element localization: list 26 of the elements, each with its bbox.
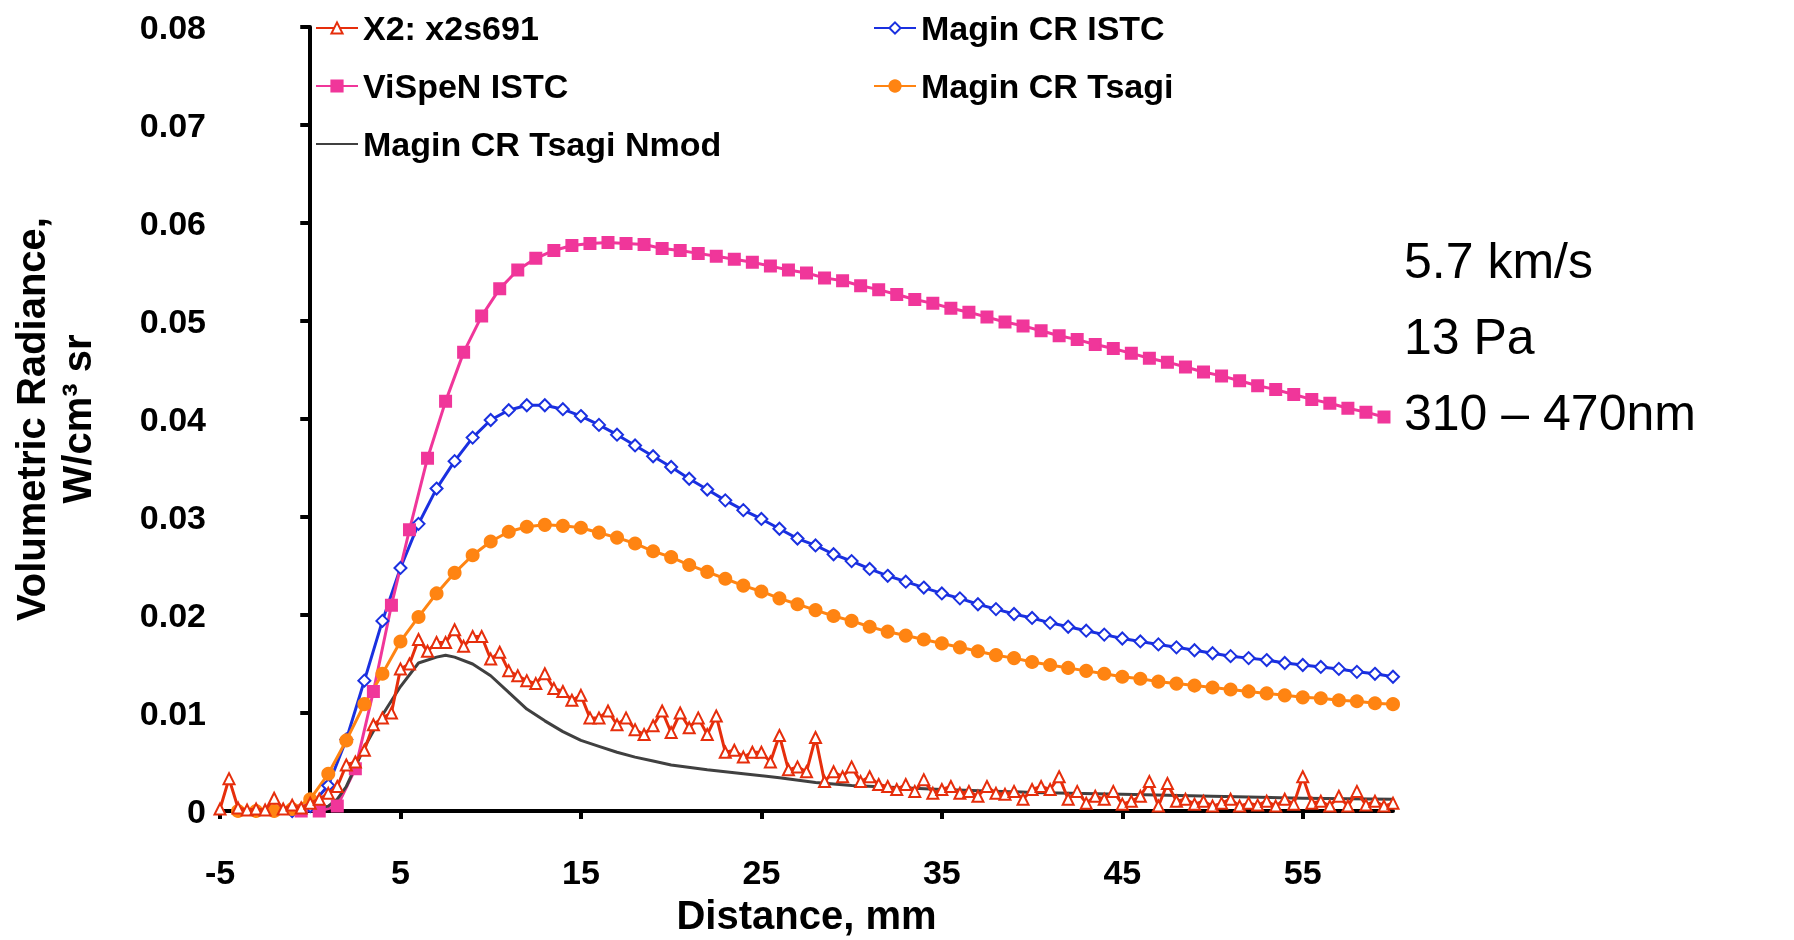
y-tick-label: 0.03 — [139, 498, 206, 536]
x-tick-label: 45 — [1103, 853, 1142, 891]
x-tick-label: 15 — [562, 853, 600, 891]
x-tick-label: 25 — [742, 853, 781, 891]
legend-label: Magin CR Tsagi Nmod — [363, 125, 722, 163]
y-tick-label: 0.05 — [139, 302, 206, 340]
x-tick-label: 55 — [1283, 853, 1322, 891]
y-axis-title: Volumetric Radiance, W/cm³ sr — [9, 217, 99, 621]
y-tick-label: 0.07 — [139, 106, 206, 144]
y-tick-label: 0.02 — [139, 596, 206, 634]
legend-label: X2: x2s691 — [363, 9, 539, 47]
text: 13 Pa — [1404, 309, 1535, 365]
x-axis-title: Distance, mm — [676, 893, 937, 937]
x-tick-label: -5 — [204, 853, 236, 891]
legend-label: Magin CR Tsagi — [921, 67, 1174, 105]
text: 5.7 km/s — [1404, 233, 1593, 289]
x-tick-label: 35 — [922, 853, 961, 891]
text: 310 – 470nm — [1404, 385, 1696, 441]
legend-label: Magin CR ISTC — [921, 9, 1165, 47]
y-tick-label: 0.01 — [139, 694, 206, 732]
x-tick-label: 5 — [391, 853, 410, 891]
legend-label: ViSpeN ISTC — [363, 67, 569, 105]
y-tick-label: 0.04 — [139, 400, 207, 438]
y-tick-label: 0 — [187, 792, 206, 830]
y-tick-label: 0.06 — [139, 204, 206, 242]
y-tick-label: 0.08 — [139, 8, 206, 46]
